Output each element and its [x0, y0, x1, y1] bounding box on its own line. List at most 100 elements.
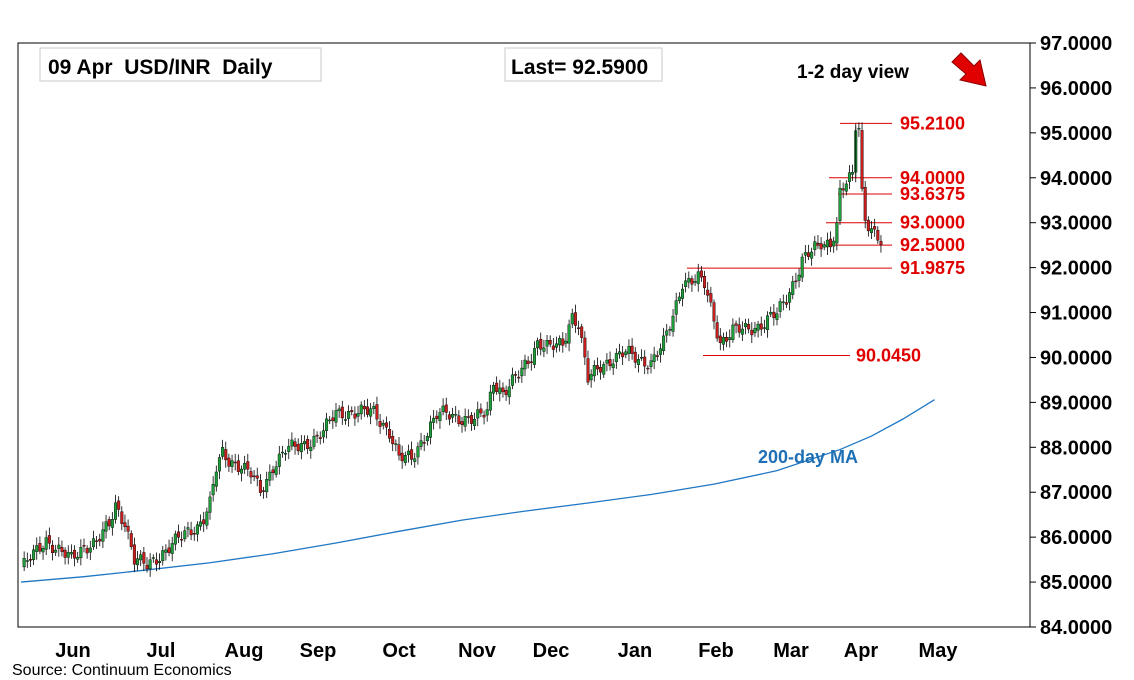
candle: [444, 397, 448, 421]
candle: [658, 343, 662, 363]
candle: [211, 476, 215, 502]
candle: [529, 353, 533, 371]
candle: [753, 321, 757, 337]
candle: [703, 270, 707, 295]
source-note: Source: Continuum Economics: [12, 662, 232, 679]
candle: [570, 308, 574, 329]
candle: [381, 419, 385, 430]
level-label: 94.0000: [900, 168, 965, 188]
candle: [870, 221, 874, 240]
candle: [154, 552, 158, 572]
candle: [132, 537, 136, 573]
candle: [60, 540, 64, 557]
y-tick-label: 85.0000: [1040, 572, 1112, 594]
candle: [85, 545, 89, 559]
candle: [255, 467, 259, 487]
candle: [227, 453, 231, 472]
candle: [202, 511, 206, 533]
candle: [224, 441, 228, 468]
candle: [728, 329, 732, 348]
candle: [573, 304, 577, 333]
candle: [107, 516, 111, 531]
candle: [847, 165, 851, 190]
candle: [838, 180, 842, 225]
candle: [129, 530, 133, 550]
candle: [280, 445, 284, 458]
level-label: 93.6375: [900, 184, 965, 204]
candle: [520, 360, 524, 383]
candle: [731, 318, 735, 343]
candle: [110, 512, 114, 536]
x-tick-label: Aug: [225, 640, 264, 662]
candle: [564, 333, 568, 348]
candle: [101, 521, 105, 548]
level-label: 91.9875: [900, 258, 965, 278]
candle: [76, 551, 80, 563]
candle: [725, 331, 729, 348]
candle: [504, 385, 508, 401]
candle: [91, 530, 95, 550]
candle: [356, 405, 360, 423]
candle: [369, 402, 373, 425]
candle: [492, 382, 496, 402]
candle: [384, 416, 388, 436]
y-tick-label: 86.0000: [1040, 527, 1112, 549]
moving-average-layer: [20, 399, 935, 583]
candle: [737, 317, 741, 338]
candle: [614, 348, 618, 369]
candle: [419, 432, 423, 451]
candle: [835, 216, 839, 251]
y-tick-label: 88.0000: [1040, 437, 1112, 459]
candle: [636, 354, 640, 373]
candle: [577, 320, 581, 336]
candle: [655, 350, 659, 361]
candle: [69, 544, 73, 559]
candle: [375, 396, 379, 426]
candle: [756, 320, 760, 338]
candle: [38, 536, 42, 555]
candle: [113, 494, 117, 524]
candle: [394, 439, 398, 452]
candle: [630, 338, 634, 360]
candle: [258, 474, 262, 497]
candle: [762, 319, 766, 334]
candle: [195, 521, 199, 542]
candle: [526, 356, 530, 369]
candle: [306, 435, 310, 455]
candle: [378, 413, 382, 434]
candle: [589, 369, 593, 388]
last-price-box: [504, 47, 663, 82]
candle: [759, 316, 763, 336]
candle: [63, 547, 67, 565]
candle: [605, 353, 609, 372]
candle: [844, 180, 848, 196]
candle: [88, 540, 92, 561]
candle: [551, 337, 555, 358]
view-label: 1-2 day view: [797, 62, 909, 83]
candle: [98, 533, 102, 547]
candle: [186, 521, 190, 538]
candle: [810, 247, 814, 266]
candle: [769, 306, 773, 318]
candle: [441, 398, 445, 416]
candle: [312, 428, 316, 450]
candle: [561, 332, 565, 353]
candle: [438, 408, 442, 429]
level-label: 95.2100: [900, 113, 965, 133]
candle: [293, 437, 297, 455]
candle: [482, 410, 486, 425]
candle: [249, 467, 253, 485]
candle: [429, 415, 433, 445]
candle: [435, 410, 439, 424]
candle: [126, 519, 130, 540]
candle: [684, 272, 688, 293]
plot-frame: [17, 42, 1031, 628]
candle: [328, 416, 332, 425]
candle: [747, 318, 751, 334]
candle: [214, 465, 218, 492]
candle: [860, 122, 864, 192]
candle: [416, 442, 420, 465]
candle: [325, 412, 329, 439]
candle: [668, 326, 672, 337]
